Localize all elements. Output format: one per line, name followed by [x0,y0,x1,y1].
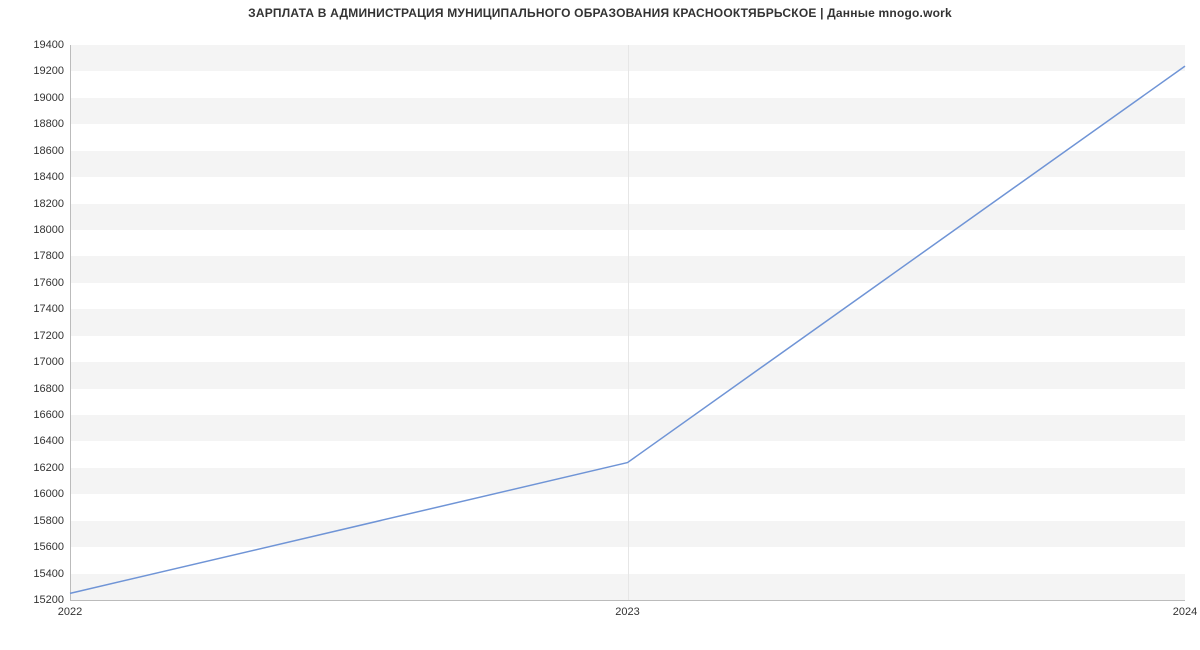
y-tick-label: 17000 [33,356,64,368]
x-tick-label: 2022 [58,606,82,618]
line-series-svg [70,45,1185,600]
x-axis-line [70,600,1185,601]
y-tick-label: 15200 [33,594,64,606]
y-tick-label: 19400 [33,39,64,51]
y-tick-label: 17400 [33,303,64,315]
y-tick-label: 15600 [33,541,64,553]
chart-container: ЗАРПЛАТА В АДМИНИСТРАЦИЯ МУНИЦИПАЛЬНОГО … [0,0,1200,650]
x-tick-label: 2024 [1173,606,1197,618]
y-tick-label: 17200 [33,330,64,342]
y-tick-label: 16000 [33,488,64,500]
y-tick-label: 16400 [33,435,64,447]
y-tick-label: 15400 [33,568,64,580]
y-tick-label: 15800 [33,515,64,527]
y-tick-label: 16600 [33,409,64,421]
y-tick-label: 17800 [33,250,64,262]
y-tick-label: 18600 [33,145,64,157]
x-tick-label: 2023 [615,606,639,618]
y-tick-label: 18000 [33,224,64,236]
y-tick-label: 18800 [33,118,64,130]
y-tick-label: 18400 [33,171,64,183]
y-tick-label: 16800 [33,383,64,395]
series-line-salary [70,66,1185,593]
y-tick-label: 16200 [33,462,64,474]
y-tick-label: 17600 [33,277,64,289]
chart-title: ЗАРПЛАТА В АДМИНИСТРАЦИЯ МУНИЦИПАЛЬНОГО … [0,6,1200,20]
plot-area: 1520015400156001580016000162001640016600… [70,45,1185,600]
y-tick-label: 18200 [33,198,64,210]
y-tick-label: 19200 [33,65,64,77]
y-tick-label: 19000 [33,92,64,104]
